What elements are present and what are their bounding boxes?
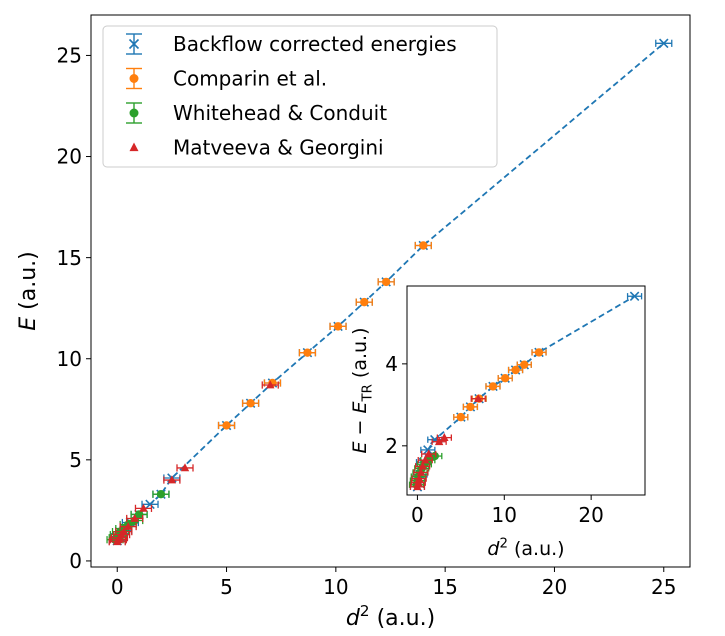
data-point — [414, 478, 423, 487]
legend-marker — [128, 38, 140, 50]
data-point — [466, 402, 475, 412]
data-point — [659, 38, 669, 49]
y-tick-label: 25 — [57, 44, 82, 68]
inset-ticks: 0 10 20 2 4 — [385, 352, 604, 527]
x-tick-label: 10 — [492, 503, 517, 527]
x-tick-label: 20 — [542, 575, 567, 599]
data-point — [145, 499, 155, 510]
data-point — [511, 365, 520, 375]
y-tick-label: 15 — [57, 246, 82, 270]
data-point — [423, 445, 433, 455]
data-point — [222, 421, 231, 430]
legend: Backflow corrected energies Comparin et a… — [102, 25, 498, 168]
inset-data — [408, 291, 643, 492]
inset-x-axis-label: d2 (a.u.) — [487, 536, 564, 560]
data-point — [629, 291, 640, 302]
y-tick-label: 0 — [69, 549, 82, 573]
x-tick-label: 0 — [111, 575, 124, 599]
data-point — [123, 521, 133, 530]
y-tick-label: 2 — [385, 434, 398, 458]
legend-item-matveeva-georgini: Matveeva & Georgini — [129, 136, 384, 160]
data-point — [488, 382, 498, 391]
data-point — [474, 394, 483, 403]
data-point — [134, 510, 144, 519]
data-point — [413, 482, 422, 491]
data-point — [360, 297, 369, 307]
y-tick-label: 5 — [69, 448, 82, 472]
data-point — [180, 463, 190, 472]
data-point — [414, 473, 424, 482]
legend-item-whitehead-conduit: Whitehead & Conduit — [126, 101, 387, 125]
x-tick-label: 10 — [323, 575, 348, 599]
data-point — [119, 526, 128, 535]
data-point — [416, 467, 426, 476]
inset-plot: 0 10 20 2 4 d2 (a.u.) E − ETR (a.u.) — [349, 285, 646, 560]
data-point — [303, 348, 312, 357]
data-point — [421, 455, 430, 464]
main-frame — [90, 14, 691, 568]
legend-marker — [129, 142, 139, 152]
legend-item-backflow-corrected-energies: Backflow corrected energies — [126, 32, 457, 56]
data-point — [440, 433, 449, 441]
data-point — [419, 241, 428, 250]
x-tick-label: 5 — [220, 575, 233, 599]
main-data — [106, 38, 673, 546]
data-point — [424, 449, 433, 458]
inset-frame — [406, 285, 646, 496]
legend-frame — [102, 25, 498, 168]
y-tick-label: 10 — [57, 347, 82, 371]
inset-series-matveeva-georgini — [409, 394, 486, 491]
legend-marker — [129, 74, 139, 83]
x-tick-label: 25 — [651, 575, 676, 599]
legend-label: Matveeva & Georgini — [173, 136, 384, 160]
data-point — [500, 374, 510, 383]
legend-label: Comparin et al. — [173, 67, 327, 91]
y-tick-label: 4 — [385, 352, 398, 376]
y-tick-label: 20 — [57, 145, 82, 169]
main-x-axis-label: d2 (a.u.) — [346, 602, 435, 631]
legend-item-comparin-et-al: Comparin et al. — [126, 67, 327, 91]
data-point — [520, 360, 529, 369]
data-point — [333, 322, 343, 331]
legend-label: Backflow corrected energies — [173, 32, 457, 56]
x-tick-label: 0 — [411, 503, 424, 527]
data-point — [381, 277, 391, 287]
legend-marker — [129, 108, 139, 118]
main-series-matveeva-georgini — [108, 380, 279, 546]
data-point — [156, 490, 166, 499]
data-point — [266, 380, 275, 389]
data-point — [434, 437, 444, 446]
data-point — [246, 399, 255, 408]
data-point — [456, 412, 466, 422]
x-tick-label: 15 — [432, 575, 457, 599]
inset-background — [407, 286, 645, 495]
data-point — [167, 475, 177, 484]
legend-label: Whitehead & Conduit — [173, 101, 387, 125]
x-tick-label: 20 — [578, 503, 603, 527]
data-point — [534, 348, 544, 357]
main-y-axis-label: E (a.u.) — [16, 251, 41, 330]
inset-y-axis-label: E − ETR (a.u.) — [349, 327, 376, 453]
data-point — [130, 513, 139, 522]
data-point — [139, 503, 148, 512]
data-point — [418, 461, 427, 470]
